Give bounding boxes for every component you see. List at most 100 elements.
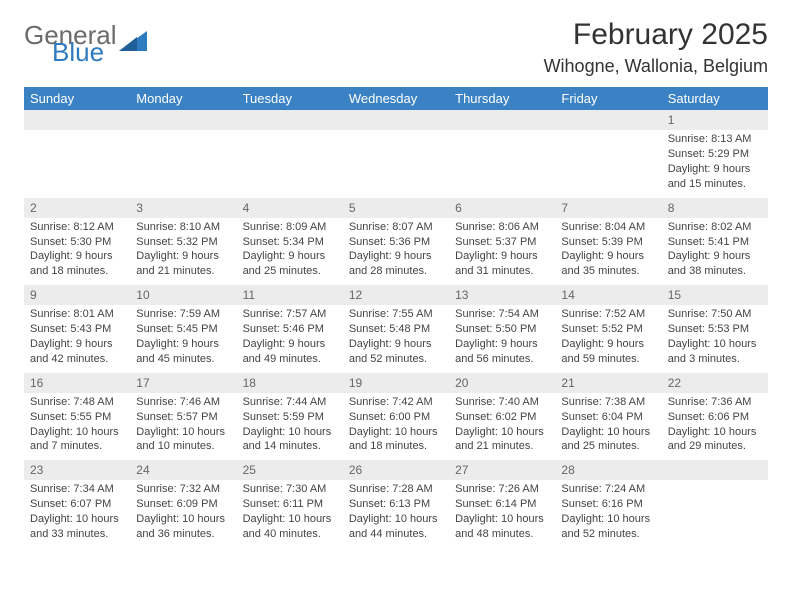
sunset-line: Sunset: 5:57 PM — [136, 410, 230, 425]
daylight-line: Daylight: 9 hours and 59 minutes. — [561, 337, 655, 367]
sunset-line: Sunset: 6:04 PM — [561, 410, 655, 425]
sunset-line: Sunset: 6:07 PM — [30, 497, 124, 512]
sunset-line: Sunset: 5:48 PM — [349, 322, 443, 337]
day-body: Sunrise: 7:30 AMSunset: 6:11 PMDaylight:… — [237, 480, 343, 547]
day-body: Sunrise: 7:54 AMSunset: 5:50 PMDaylight:… — [449, 305, 555, 372]
sunrise-line: Sunrise: 8:06 AM — [455, 220, 549, 235]
sunrise-line: Sunrise: 7:54 AM — [455, 307, 549, 322]
day-number-empty — [237, 110, 343, 130]
sunset-line: Sunset: 5:32 PM — [136, 235, 230, 250]
day-number-empty — [130, 110, 236, 130]
day-number: 28 — [555, 460, 661, 480]
calendar-day-cell: 28Sunrise: 7:24 AMSunset: 6:16 PMDayligh… — [555, 460, 661, 548]
calendar-day-cell: 12Sunrise: 7:55 AMSunset: 5:48 PMDayligh… — [343, 285, 449, 373]
logo-text-blue: Blue — [52, 41, 117, 64]
day-number: 2 — [24, 198, 130, 218]
calendar-day-cell: 7Sunrise: 8:04 AMSunset: 5:39 PMDaylight… — [555, 198, 661, 286]
calendar-day-cell: 17Sunrise: 7:46 AMSunset: 5:57 PMDayligh… — [130, 373, 236, 461]
calendar-day-cell: 20Sunrise: 7:40 AMSunset: 6:02 PMDayligh… — [449, 373, 555, 461]
calendar-day-cell — [237, 110, 343, 198]
sunrise-line: Sunrise: 7:34 AM — [30, 482, 124, 497]
sunrise-line: Sunrise: 7:48 AM — [30, 395, 124, 410]
calendar-day-cell — [662, 460, 768, 548]
day-number: 17 — [130, 373, 236, 393]
day-number: 6 — [449, 198, 555, 218]
daylight-line: Daylight: 10 hours and 29 minutes. — [668, 425, 762, 455]
calendar-day-cell: 3Sunrise: 8:10 AMSunset: 5:32 PMDaylight… — [130, 198, 236, 286]
daylight-line: Daylight: 9 hours and 25 minutes. — [243, 249, 337, 279]
daylight-line: Daylight: 9 hours and 28 minutes. — [349, 249, 443, 279]
calendar-day-cell: 11Sunrise: 7:57 AMSunset: 5:46 PMDayligh… — [237, 285, 343, 373]
day-number: 24 — [130, 460, 236, 480]
day-number: 9 — [24, 285, 130, 305]
sunset-line: Sunset: 5:34 PM — [243, 235, 337, 250]
calendar-day-cell: 22Sunrise: 7:36 AMSunset: 6:06 PMDayligh… — [662, 373, 768, 461]
day-number-empty — [662, 460, 768, 480]
sunrise-line: Sunrise: 7:40 AM — [455, 395, 549, 410]
day-body: Sunrise: 7:32 AMSunset: 6:09 PMDaylight:… — [130, 480, 236, 547]
day-number: 11 — [237, 285, 343, 305]
day-number: 5 — [343, 198, 449, 218]
sunset-line: Sunset: 5:46 PM — [243, 322, 337, 337]
sunrise-line: Sunrise: 7:52 AM — [561, 307, 655, 322]
calendar-day-cell: 19Sunrise: 7:42 AMSunset: 6:00 PMDayligh… — [343, 373, 449, 461]
day-body: Sunrise: 7:46 AMSunset: 5:57 PMDaylight:… — [130, 393, 236, 460]
sunset-line: Sunset: 5:43 PM — [30, 322, 124, 337]
daylight-line: Daylight: 9 hours and 21 minutes. — [136, 249, 230, 279]
day-body: Sunrise: 8:07 AMSunset: 5:36 PMDaylight:… — [343, 218, 449, 285]
day-body: Sunrise: 7:38 AMSunset: 6:04 PMDaylight:… — [555, 393, 661, 460]
daylight-line: Daylight: 9 hours and 52 minutes. — [349, 337, 443, 367]
calendar-day-cell: 1Sunrise: 8:13 AMSunset: 5:29 PMDaylight… — [662, 110, 768, 198]
daylight-line: Daylight: 10 hours and 36 minutes. — [136, 512, 230, 542]
day-body: Sunrise: 7:26 AMSunset: 6:14 PMDaylight:… — [449, 480, 555, 547]
calendar-day-cell: 24Sunrise: 7:32 AMSunset: 6:09 PMDayligh… — [130, 460, 236, 548]
day-body: Sunrise: 7:48 AMSunset: 5:55 PMDaylight:… — [24, 393, 130, 460]
daylight-line: Daylight: 10 hours and 33 minutes. — [30, 512, 124, 542]
day-number: 3 — [130, 198, 236, 218]
day-body: Sunrise: 8:06 AMSunset: 5:37 PMDaylight:… — [449, 218, 555, 285]
day-body: Sunrise: 8:01 AMSunset: 5:43 PMDaylight:… — [24, 305, 130, 372]
daylight-line: Daylight: 9 hours and 35 minutes. — [561, 249, 655, 279]
calendar-day-cell: 15Sunrise: 7:50 AMSunset: 5:53 PMDayligh… — [662, 285, 768, 373]
sunset-line: Sunset: 6:09 PM — [136, 497, 230, 512]
sunset-line: Sunset: 5:39 PM — [561, 235, 655, 250]
day-number: 19 — [343, 373, 449, 393]
calendar-day-cell: 21Sunrise: 7:38 AMSunset: 6:04 PMDayligh… — [555, 373, 661, 461]
weekday-header-row: Sunday Monday Tuesday Wednesday Thursday… — [24, 87, 768, 110]
day-number: 1 — [662, 110, 768, 130]
day-body: Sunrise: 8:02 AMSunset: 5:41 PMDaylight:… — [662, 218, 768, 285]
calendar-day-cell: 13Sunrise: 7:54 AMSunset: 5:50 PMDayligh… — [449, 285, 555, 373]
daylight-line: Daylight: 10 hours and 21 minutes. — [455, 425, 549, 455]
sunrise-line: Sunrise: 7:42 AM — [349, 395, 443, 410]
sunset-line: Sunset: 5:29 PM — [668, 147, 762, 162]
day-body: Sunrise: 7:59 AMSunset: 5:45 PMDaylight:… — [130, 305, 236, 372]
sunset-line: Sunset: 5:59 PM — [243, 410, 337, 425]
daylight-line: Daylight: 9 hours and 18 minutes. — [30, 249, 124, 279]
day-number: 23 — [24, 460, 130, 480]
location: Wihogne, Wallonia, Belgium — [544, 56, 768, 77]
day-body: Sunrise: 7:52 AMSunset: 5:52 PMDaylight:… — [555, 305, 661, 372]
day-number: 13 — [449, 285, 555, 305]
day-number: 10 — [130, 285, 236, 305]
day-body: Sunrise: 7:40 AMSunset: 6:02 PMDaylight:… — [449, 393, 555, 460]
day-number: 21 — [555, 373, 661, 393]
day-body: Sunrise: 8:12 AMSunset: 5:30 PMDaylight:… — [24, 218, 130, 285]
sunrise-line: Sunrise: 8:07 AM — [349, 220, 443, 235]
daylight-line: Daylight: 9 hours and 15 minutes. — [668, 162, 762, 192]
calendar-table: Sunday Monday Tuesday Wednesday Thursday… — [24, 87, 768, 548]
sunrise-line: Sunrise: 7:38 AM — [561, 395, 655, 410]
weekday-header: Wednesday — [343, 87, 449, 110]
calendar-day-cell: 9Sunrise: 8:01 AMSunset: 5:43 PMDaylight… — [24, 285, 130, 373]
day-number: 20 — [449, 373, 555, 393]
sunset-line: Sunset: 5:41 PM — [668, 235, 762, 250]
title-block: February 2025 Wihogne, Wallonia, Belgium — [544, 18, 768, 77]
calendar-day-cell: 26Sunrise: 7:28 AMSunset: 6:13 PMDayligh… — [343, 460, 449, 548]
day-number: 27 — [449, 460, 555, 480]
day-body: Sunrise: 7:55 AMSunset: 5:48 PMDaylight:… — [343, 305, 449, 372]
day-body: Sunrise: 7:24 AMSunset: 6:16 PMDaylight:… — [555, 480, 661, 547]
sunset-line: Sunset: 5:45 PM — [136, 322, 230, 337]
sunrise-line: Sunrise: 8:04 AM — [561, 220, 655, 235]
calendar-day-cell — [449, 110, 555, 198]
day-number-empty — [24, 110, 130, 130]
calendar-day-cell: 18Sunrise: 7:44 AMSunset: 5:59 PMDayligh… — [237, 373, 343, 461]
